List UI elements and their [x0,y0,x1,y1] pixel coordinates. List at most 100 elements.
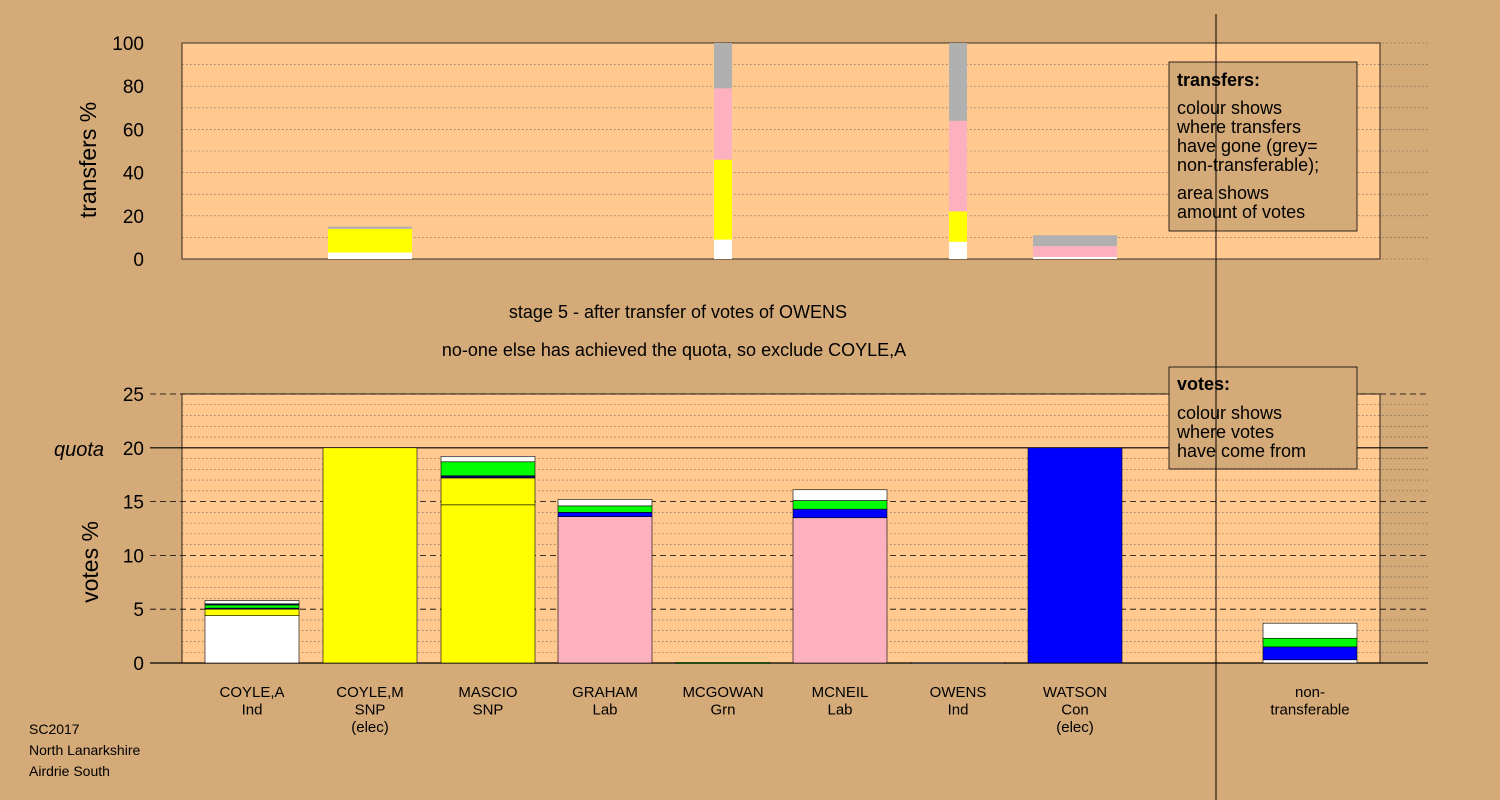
transfer-bar-segment [949,120,967,212]
vote-bar-segment [1262,646,1358,661]
vote-bar-segment [440,504,536,664]
transfer-bar-segment [1033,235,1117,247]
transfers-legend: transfers: colour shows where transfers … [1168,61,1358,232]
category-label: WATSON [1043,684,1107,701]
votes-category-labels: COYLE,AIndCOYLE,MSNP(elec)MASCIOSNPGRAHA… [219,684,1349,736]
vote-bar-segment [557,512,653,517]
footer-council: North Lanarkshire [29,742,140,758]
transfers-legend-line: amount of votes [1177,202,1305,222]
category-label: non- [1295,684,1325,701]
vote-bar-segment [440,477,536,506]
stage-title: stage 5 - after transfer of votes of OWE… [509,302,847,322]
votes-y-tick-label: 0 [133,654,144,675]
footer: SC2017 North Lanarkshire Airdrie South [29,721,140,779]
quota-label: quota [54,439,104,461]
transfers-y-tick-label: 0 [133,250,144,271]
category-label: Lab [827,702,852,719]
vote-bar-segment [204,615,300,664]
vote-bar-segment [1262,659,1358,664]
vote-bar-segment [792,517,888,664]
category-label: SNP [355,702,386,719]
transfer-bar-segment [1033,246,1117,257]
transfer-bar-segment [328,252,412,259]
category-label: MCGOWAN [682,684,763,701]
category-label: (elec) [351,719,389,736]
vote-bar-segment [1262,637,1358,648]
vote-bar-segment [322,447,418,664]
category-label: Lab [592,702,617,719]
category-label: transferable [1270,702,1349,719]
transfers-y-tick-label: 60 [123,120,144,141]
votes-y-tick-label: 15 [123,493,144,514]
votes-legend-line: colour shows [1177,403,1282,423]
category-label: COYLE,M [336,684,404,701]
transfers-legend-title: transfers: [1177,70,1260,90]
category-label: GRAHAM [572,684,638,701]
category-label: OWENS [930,684,987,701]
category-label: Ind [948,702,969,719]
vote-bar-segment [910,662,1006,664]
votes-y-axis-label: votes % [77,521,103,603]
category-label: COYLE,A [219,684,284,701]
transfers-y-tick-label: 100 [112,34,144,55]
transfers-legend-line: non-transferable); [1177,155,1319,175]
transfers-legend-line: where transfers [1176,117,1301,137]
votes-legend-title: votes: [1177,374,1230,394]
transfers-chart: 0 20 40 60 80 100 transfers % transfers: colo… [75,34,1428,271]
vote-bar-segment [792,508,888,519]
transfer-bar-segment [328,228,412,253]
transfer-bar-segment [714,43,732,89]
transfers-y-tick-label: 80 [123,77,144,98]
transfer-bar-segment [1033,256,1117,259]
votes-legend: votes: colour shows where votes have com… [1168,366,1358,470]
category-label: SNP [473,702,504,719]
votes-legend-line: have come from [1177,441,1306,461]
transfer-bar-segment [328,226,412,229]
vote-bar-segment [675,662,771,664]
transfers-bars [328,43,1117,259]
vote-bar-segment [204,604,300,609]
transfers-legend-box [1168,61,1358,232]
vote-bar-segment [440,461,536,477]
transfer-bar-segment [714,159,732,240]
transfer-bar-segment [949,241,967,259]
votes-y-tick-label: 5 [133,600,144,621]
vote-bar-segment [440,456,536,463]
vote-bar-segment [557,505,653,513]
transfer-bar-segment [949,211,967,242]
footer-election: SC2017 [29,721,80,737]
votes-legend-line: where votes [1176,422,1274,442]
category-label: (elec) [1056,719,1094,736]
votes-y-tick-label: 10 [123,546,144,567]
category-label: MCNEIL [812,684,869,701]
footer-ward: Airdrie South [29,763,110,779]
vote-bar-segment [557,499,653,507]
transfer-bar-segment [714,239,732,259]
transfers-legend-line: colour shows [1177,98,1282,118]
vote-bar-segment [1262,622,1358,639]
transfers-y-tick-label: 40 [123,164,144,185]
transfers-y-ticks: 0 20 40 60 80 100 [112,34,144,271]
vote-bar-segment [792,500,888,510]
votes-y-tick-label: 25 [123,385,144,406]
transfers-legend-line: have gone (grey= [1177,136,1318,156]
category-label: MASCIO [458,684,517,701]
votes-bars [204,447,1358,664]
transfer-bar-segment [949,43,967,121]
category-label: Ind [242,702,263,719]
vote-bar-segment [204,600,300,605]
vote-bar-segment [440,475,536,479]
transfer-bar-segment [714,88,732,160]
vote-bar-segment [557,516,653,664]
votes-legend-box [1168,366,1358,470]
vote-bar-segment [1027,447,1123,664]
votes-y-ticks: 0 5 10 15 20 25 [123,385,144,675]
vote-bar-segment [792,489,888,501]
transfers-y-tick-label: 20 [123,207,144,228]
transfers-legend-line: area shows [1177,183,1269,203]
category-label: Grn [710,702,735,719]
votes-y-tick-label: 20 [123,439,144,460]
transfers-y-axis-label: transfers % [75,102,101,218]
